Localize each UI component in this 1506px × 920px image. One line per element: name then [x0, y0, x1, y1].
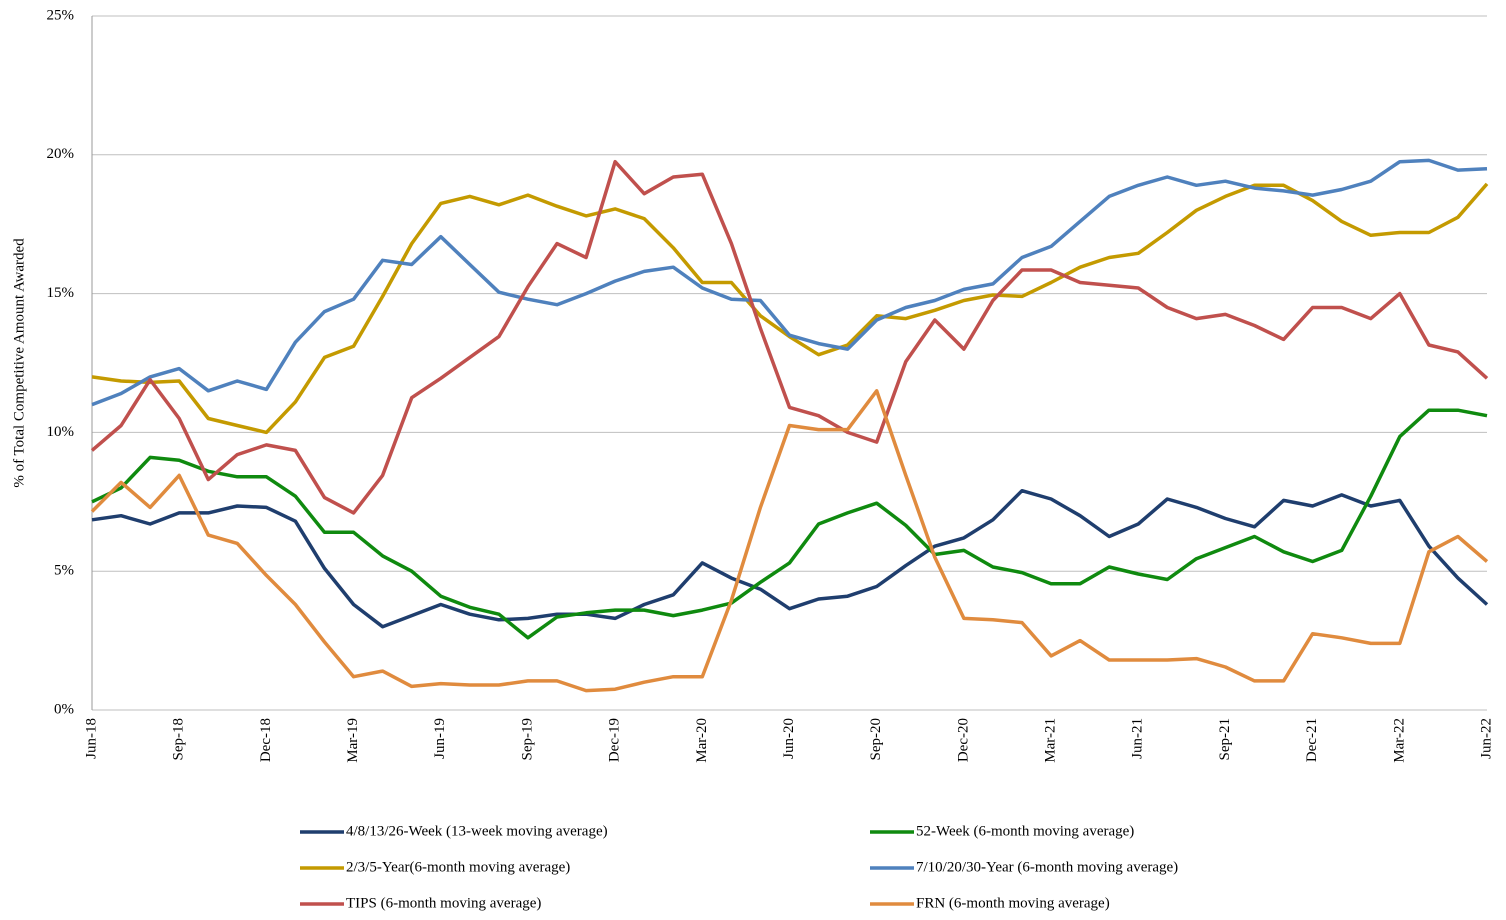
y-tick-label: 15% — [47, 285, 75, 301]
series-line — [91, 182, 1489, 435]
y-tick-label: 5% — [54, 563, 74, 579]
x-tick-label: Sep-20 — [868, 718, 884, 761]
x-tick-label: Mar-20 — [694, 718, 710, 763]
x-tick-label: Mar-21 — [1043, 718, 1059, 763]
series-line — [90, 159, 1489, 515]
legend-label: TIPS (6-month moving average) — [346, 895, 541, 911]
x-tick-label: Mar-19 — [345, 718, 361, 763]
y-tick-label: 25% — [47, 7, 75, 23]
x-tick-label: Jun-18 — [83, 718, 99, 759]
series-line — [90, 389, 1489, 693]
legend-label: 52-Week (6-month moving average) — [916, 823, 1134, 839]
legend-label: 7/10/20/30-Year (6-month moving average) — [916, 859, 1178, 875]
y-tick-label: 10% — [47, 424, 75, 440]
series-line — [91, 158, 1488, 407]
x-tick-label: Sep-18 — [171, 718, 187, 761]
x-tick-label: Jun-20 — [781, 718, 797, 759]
x-tick-label: Dec-18 — [258, 718, 274, 762]
y-tick-label: 20% — [47, 146, 75, 162]
series-line — [91, 488, 1489, 629]
x-tick-label: Jun-21 — [1130, 718, 1146, 759]
x-tick-label: Sep-19 — [519, 718, 535, 761]
x-tick-label: Dec-19 — [607, 718, 623, 762]
x-tick-label: Jun-19 — [432, 718, 448, 759]
x-tick-label: Mar-22 — [1391, 718, 1407, 763]
y-tick-label: 0% — [54, 701, 74, 717]
legend-label: 4/8/13/26-Week (13-week moving average) — [346, 823, 608, 839]
series-line — [91, 408, 1488, 640]
legend-label: FRN (6-month moving average) — [916, 895, 1110, 911]
x-tick-label: Dec-21 — [1304, 718, 1320, 762]
y-axis-label: % of Total Competitive Amount Awarded — [11, 238, 27, 488]
x-tick-label: Sep-21 — [1217, 718, 1233, 761]
legend-label: 2/3/5-Year(6-month moving average) — [346, 859, 570, 875]
x-tick-label: Jun-22 — [1478, 718, 1494, 759]
x-tick-label: Dec-20 — [955, 718, 971, 762]
